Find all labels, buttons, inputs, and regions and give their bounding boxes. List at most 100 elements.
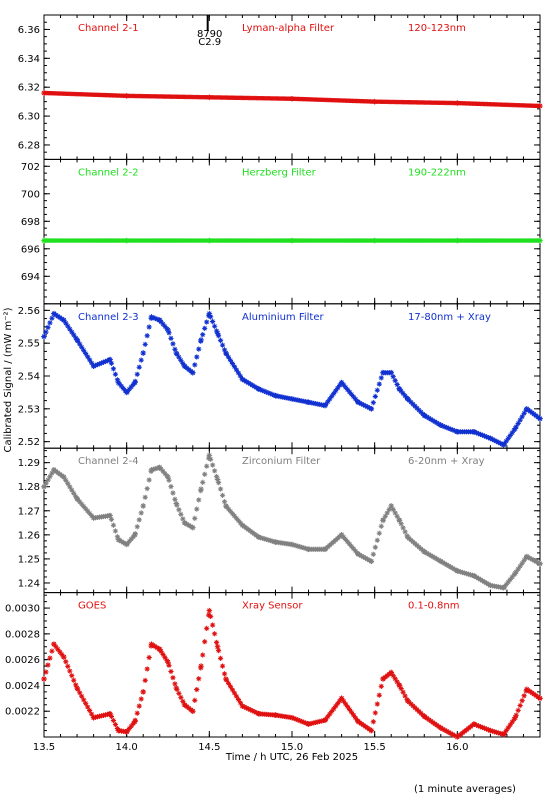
data-point xyxy=(83,700,89,707)
data-point xyxy=(233,367,240,373)
data-point xyxy=(237,520,244,526)
data-point xyxy=(134,371,140,377)
data-point xyxy=(414,542,420,548)
data-point xyxy=(174,502,180,508)
data-point xyxy=(194,686,200,693)
data-point xyxy=(346,706,353,713)
data-point xyxy=(487,435,494,442)
data-point xyxy=(402,529,408,535)
data-point xyxy=(438,725,444,731)
data-point xyxy=(352,548,359,554)
data-point xyxy=(53,644,59,650)
data-point xyxy=(67,326,73,332)
data-point xyxy=(350,394,357,400)
data-point xyxy=(128,723,134,729)
data-point xyxy=(507,432,513,439)
data-point xyxy=(214,328,220,334)
y-tick-label: 702 xyxy=(21,162,40,173)
data-point xyxy=(452,732,458,739)
data-point xyxy=(165,327,171,333)
data-point xyxy=(47,473,53,480)
data-point xyxy=(440,423,446,429)
data-point xyxy=(115,379,122,386)
data-point xyxy=(452,566,458,572)
panel-channel-label: Channel 2-1 xyxy=(78,23,139,34)
data-point xyxy=(77,690,83,696)
y-tick-label: 6.30 xyxy=(18,112,40,123)
panel-filter-label: Aluminium Filter xyxy=(242,312,325,323)
data-point xyxy=(368,727,375,734)
data-point xyxy=(136,364,142,370)
data-point xyxy=(148,314,155,320)
data-point xyxy=(329,393,335,399)
data-point xyxy=(378,375,384,381)
data-point xyxy=(338,532,345,538)
data-point xyxy=(454,100,461,106)
data-point xyxy=(376,381,382,387)
data-point xyxy=(229,511,236,517)
data-point xyxy=(452,428,458,434)
data-point xyxy=(115,536,122,543)
data-point xyxy=(412,705,418,711)
data-point xyxy=(329,540,335,547)
data-point xyxy=(301,545,307,551)
data-point xyxy=(384,510,390,516)
data-point xyxy=(396,682,403,689)
data-point xyxy=(215,333,222,339)
y-tick-label: 1.29 xyxy=(18,458,40,469)
data-point xyxy=(380,369,386,376)
data-point xyxy=(261,536,267,542)
data-point xyxy=(331,539,337,545)
data-point xyxy=(108,516,115,523)
data-point xyxy=(521,693,527,699)
data-point xyxy=(523,686,530,693)
data-point xyxy=(408,537,414,543)
data-point xyxy=(491,437,497,443)
data-point xyxy=(61,654,67,660)
series-5 xyxy=(41,607,543,740)
data-point xyxy=(41,483,47,490)
data-point xyxy=(114,534,121,540)
data-point xyxy=(247,381,253,387)
data-point xyxy=(487,727,494,734)
data-point xyxy=(515,420,521,427)
data-point xyxy=(73,682,79,688)
data-point xyxy=(424,550,430,556)
data-point xyxy=(390,374,396,380)
data-point xyxy=(340,382,347,388)
data-point xyxy=(269,538,275,544)
data-point xyxy=(59,651,65,658)
data-point xyxy=(251,383,257,389)
data-point xyxy=(154,465,160,471)
data-point xyxy=(477,577,484,583)
data-point xyxy=(386,506,392,513)
data-point xyxy=(523,406,530,412)
data-point xyxy=(87,510,93,516)
data-point xyxy=(523,553,530,560)
data-point xyxy=(200,332,206,338)
data-point xyxy=(335,535,341,541)
data-point xyxy=(154,645,160,651)
data-point xyxy=(241,377,247,384)
data-point xyxy=(440,726,446,732)
data-point xyxy=(204,463,210,469)
data-point xyxy=(289,95,295,102)
x-tick-label: 14.5 xyxy=(198,742,220,753)
data-point xyxy=(390,506,396,513)
y-tick-label: 6.36 xyxy=(18,25,40,36)
data-point xyxy=(118,383,124,389)
data-point xyxy=(41,333,47,340)
data-point xyxy=(521,557,527,563)
data-point xyxy=(503,438,509,444)
data-point xyxy=(206,313,212,319)
data-point xyxy=(136,517,142,523)
data-point xyxy=(165,474,171,480)
data-point xyxy=(337,698,343,704)
data-point xyxy=(206,607,213,614)
data-point xyxy=(421,412,428,419)
data-point xyxy=(305,546,312,553)
data-point xyxy=(162,654,168,661)
data-point xyxy=(358,553,365,559)
data-point xyxy=(261,388,267,394)
data-point xyxy=(448,564,454,570)
